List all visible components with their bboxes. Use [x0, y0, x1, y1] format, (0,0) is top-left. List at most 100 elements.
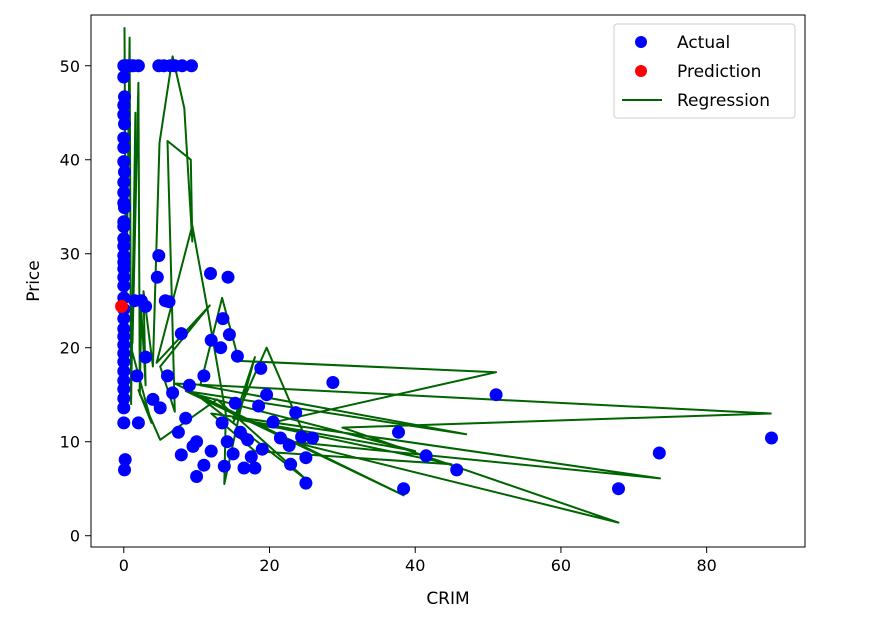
actual-point: [117, 98, 131, 112]
actual-point: [244, 450, 258, 464]
actual-point: [295, 430, 309, 444]
actual-point: [117, 141, 131, 154]
actual-point: [117, 416, 131, 430]
actual-point: [612, 482, 625, 496]
actual-point: [326, 376, 340, 389]
actual-point: [220, 435, 234, 449]
actual-point: [226, 447, 240, 461]
x-tick-label: 20: [259, 556, 279, 575]
actual-point: [266, 415, 280, 429]
actual-point: [230, 349, 244, 363]
actual-point: [282, 439, 296, 452]
y-tick-label: 40: [60, 151, 80, 170]
actual-point: [162, 295, 176, 309]
actual-point: [174, 448, 188, 462]
actual-point: [152, 249, 166, 263]
legend-actual-label: Actual: [677, 33, 730, 53]
actual-point: [260, 388, 274, 402]
actual-point: [150, 270, 164, 284]
actual-point: [450, 463, 464, 477]
actual-point: [652, 446, 666, 460]
actual-point: [197, 458, 211, 472]
regression-layer: [123, 27, 772, 524]
actual-point: [117, 401, 131, 415]
actual-point: [131, 416, 145, 430]
actual-point: [216, 312, 230, 326]
actual-point: [306, 431, 319, 445]
actual-point: [166, 386, 180, 400]
actual-point: [174, 327, 188, 341]
actual-point: [228, 396, 242, 410]
actual-point: [254, 361, 268, 375]
prediction-points: [115, 299, 129, 313]
actual-point: [190, 470, 204, 483]
actual-point: [179, 411, 193, 425]
actual-point: [289, 406, 303, 420]
actual-point: [204, 267, 217, 280]
actual-point: [185, 59, 198, 73]
y-tick-label: 10: [60, 433, 80, 452]
actual-point: [397, 482, 411, 496]
legend-actual-marker: [635, 36, 647, 48]
x-tick-label: 60: [551, 556, 571, 575]
y-tick-label: 50: [60, 57, 80, 76]
actual-point: [146, 392, 160, 406]
y-tick-label: 20: [60, 339, 80, 358]
actual-point: [248, 461, 262, 475]
actual-point: [214, 341, 228, 355]
y-axis-label: Price: [24, 260, 44, 301]
actual-point: [118, 117, 131, 131]
prediction-point: [115, 299, 129, 313]
actual-point: [392, 425, 405, 439]
actual-point: [117, 220, 131, 233]
actual-point: [139, 350, 153, 364]
actual-point: [273, 431, 287, 445]
actual-point: [419, 449, 433, 463]
actual-point: [217, 459, 231, 473]
plot-frame: [90, 14, 806, 548]
legend: Actual Prediction Regression: [613, 23, 796, 119]
actual-point: [117, 131, 131, 145]
actual-point: [252, 399, 266, 413]
legend-prediction-marker: [635, 65, 647, 77]
actual-point: [255, 442, 269, 456]
actual-points: [117, 59, 778, 496]
actual-point: [117, 186, 131, 200]
legend-box: [613, 23, 796, 119]
actual-point: [222, 328, 236, 342]
actual-point: [118, 165, 131, 179]
actual-point: [215, 416, 229, 430]
actual-point: [204, 333, 218, 347]
actual-point: [118, 201, 131, 215]
actual-point: [765, 431, 778, 445]
x-axis-ticks: 0 20 40 60 80: [119, 547, 717, 575]
actual-point: [175, 59, 189, 73]
actual-point: [171, 425, 185, 439]
y-tick-label: 30: [60, 245, 80, 264]
legend-prediction-label: Prediction: [677, 62, 761, 82]
actual-point: [118, 463, 131, 477]
actual-point: [117, 392, 131, 405]
regression-line: [123, 27, 772, 524]
x-axis-label: CRIM: [426, 589, 469, 609]
actual-point: [117, 239, 131, 253]
actual-point: [117, 312, 131, 326]
actual-point: [118, 453, 132, 467]
actual-point: [161, 369, 174, 383]
actual-point: [117, 108, 131, 122]
x-tick-label: 40: [405, 556, 425, 575]
x-tick-label: 80: [696, 556, 716, 575]
y-axis-ticks: 0 10 20 30 40 50: [60, 57, 91, 546]
actual-point: [117, 70, 131, 84]
actual-point: [489, 388, 503, 402]
actual-point: [117, 355, 131, 369]
actual-point: [299, 476, 313, 490]
actual-point: [117, 382, 131, 396]
actual-point: [139, 299, 153, 313]
y-tick-label: 0: [70, 527, 80, 546]
actual-point: [130, 369, 144, 383]
actual-point: [284, 457, 298, 471]
actual-point: [117, 175, 131, 189]
actual-point: [153, 401, 167, 415]
